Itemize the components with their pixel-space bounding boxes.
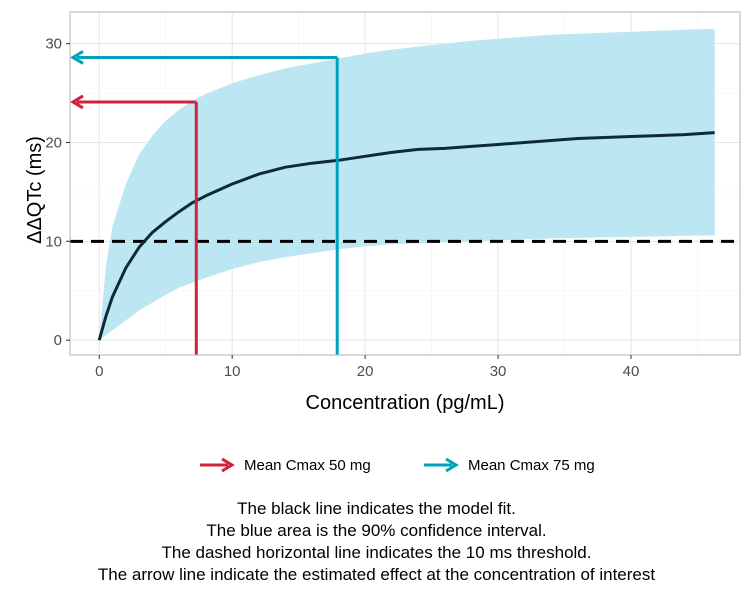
caption-line-1: The black line indicates the model fit.: [0, 498, 753, 520]
confidence-interval-band: [99, 29, 715, 340]
x-tick-label: 30: [490, 363, 507, 380]
caption-line-4: The arrow line indicate the estimated ef…: [0, 564, 753, 586]
legend-label: Mean Cmax 75 mg: [468, 457, 595, 474]
y-axis-ticks: 0 10 20 30: [45, 36, 70, 350]
x-tick-label: 10: [224, 363, 241, 380]
legend: Mean Cmax 50 mg Mean Cmax 75 mg: [200, 457, 595, 474]
y-tick-label: 0: [54, 332, 62, 349]
x-tick-label: 20: [357, 363, 374, 380]
caption-line-2: The blue area is the 90% confidence inte…: [0, 520, 753, 542]
y-tick-label: 10: [45, 233, 62, 250]
y-axis-title: ΔΔQTc (ms): [24, 136, 46, 244]
legend-item-2: Mean Cmax 75 mg: [424, 457, 595, 474]
legend-label: Mean Cmax 50 mg: [244, 457, 371, 474]
y-tick-label: 20: [45, 134, 62, 151]
y-tick-label: 30: [45, 36, 62, 53]
x-axis-title: Concentration (pg/mL): [306, 392, 505, 414]
x-axis-ticks: 0 10 20 30 40: [95, 355, 639, 380]
caption-line-3: The dashed horizontal line indicates the…: [0, 542, 753, 564]
x-tick-label: 0: [95, 363, 103, 380]
x-tick-label: 40: [623, 363, 640, 380]
legend-item-1: Mean Cmax 50 mg: [200, 457, 371, 474]
